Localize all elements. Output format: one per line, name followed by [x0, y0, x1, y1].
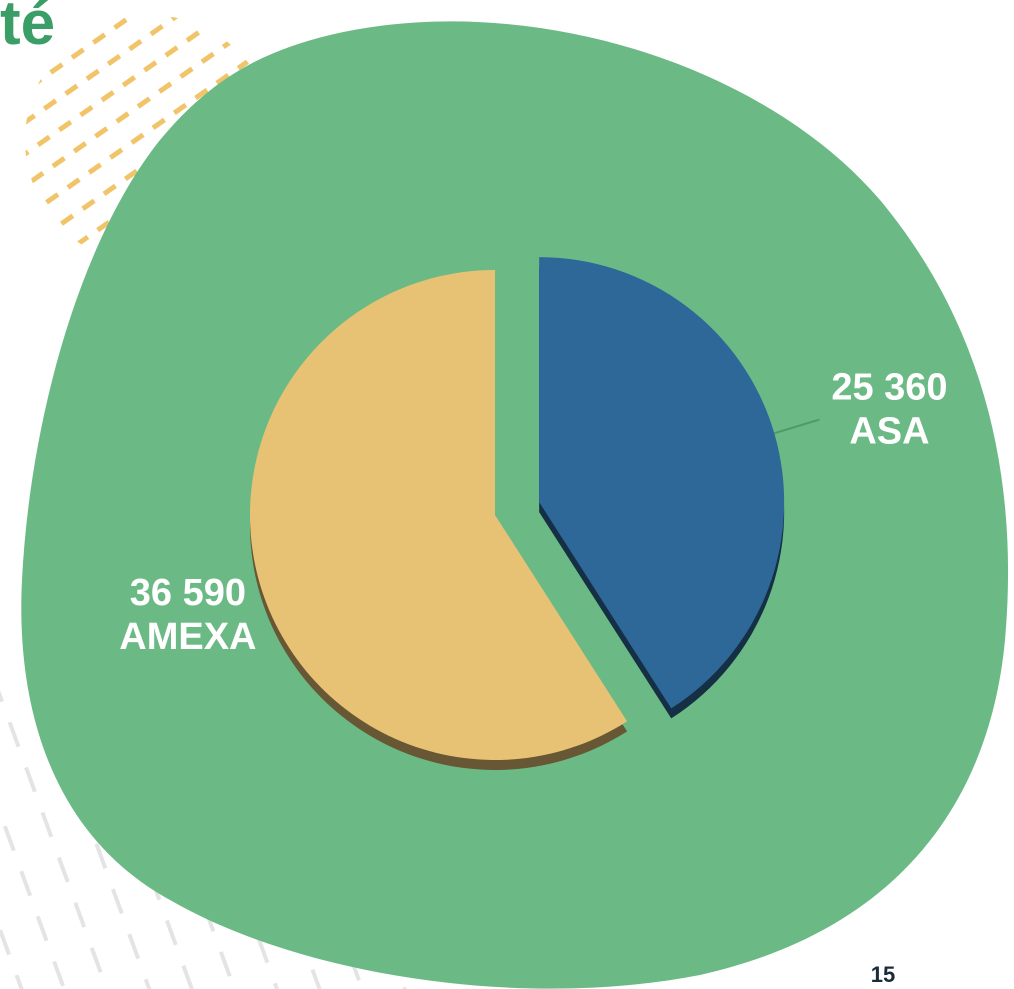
- page: {"chart_data": {"type": "pie", "title": …: [0, 0, 1014, 989]
- category-label: AMEXA: [119, 616, 256, 658]
- page-number: 15: [871, 962, 895, 987]
- value-label: 25 360: [831, 367, 947, 409]
- slide: té 15 25 360ASA 36 590AMEXA: [0, 0, 1014, 989]
- value-label: 36 590: [130, 572, 246, 614]
- slide-title: té: [0, 0, 55, 58]
- category-label: ASA: [849, 411, 929, 453]
